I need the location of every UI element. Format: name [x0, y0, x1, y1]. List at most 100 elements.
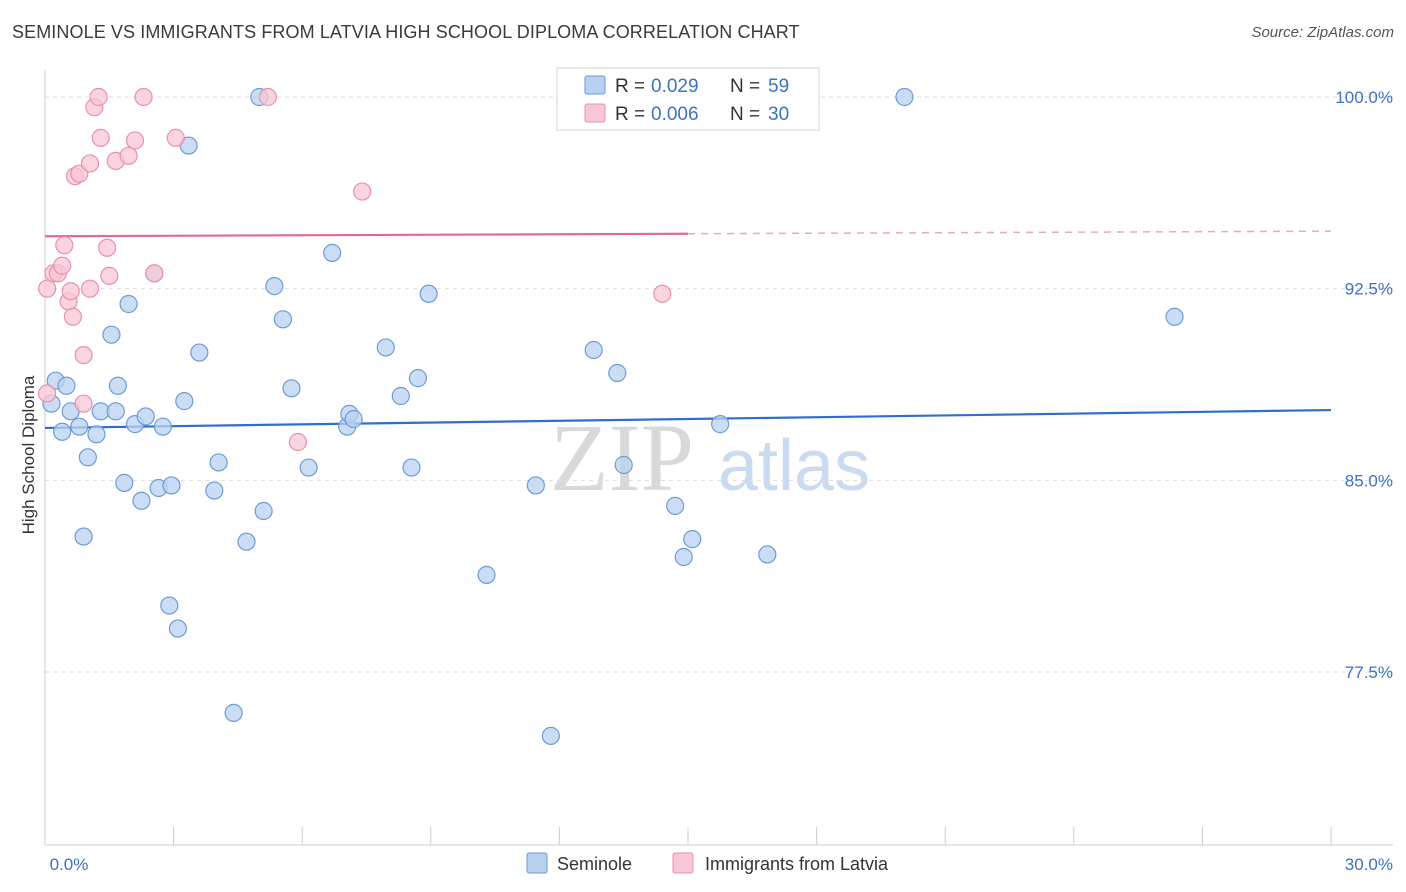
stats-latvia-r-label: R = — [615, 104, 645, 125]
latvia-point — [653, 284, 672, 303]
latvia-point — [74, 394, 93, 413]
latvia-point — [55, 236, 74, 255]
legend-latvia-label: Immigrants from Latvia — [705, 854, 889, 874]
seminole-point — [1165, 307, 1184, 326]
stats-latvia-n-label: N = — [730, 104, 760, 125]
latvia-point — [353, 182, 372, 201]
seminole-point — [175, 392, 194, 411]
seminole-point — [344, 409, 363, 429]
seminole-point — [205, 481, 224, 500]
seminole-point — [526, 476, 545, 495]
latvia-point — [98, 238, 117, 257]
latvia-point — [61, 282, 80, 301]
latvia-trend-line — [44, 232, 689, 238]
trend-lines — [44, 230, 1332, 430]
y-tick-label: 100.0% — [1335, 88, 1393, 107]
seminole-point — [87, 425, 106, 444]
data-points — [38, 87, 1184, 745]
y-axis-title: High School Diploma — [19, 375, 38, 534]
axes: 77.5% 85.0% 92.5% 100.0% 0.0% 30.0% — [44, 70, 1393, 874]
seminole-point — [541, 726, 560, 745]
seminole-point — [254, 501, 273, 521]
latvia-point — [145, 264, 164, 283]
latvia-point — [288, 432, 308, 452]
seminole-point — [209, 453, 228, 472]
y-tick-label: 85.0% — [1345, 471, 1393, 490]
seminole-point — [106, 402, 125, 421]
latvia-point — [134, 87, 153, 107]
seminole-point — [57, 376, 76, 395]
seminole-point — [376, 338, 395, 357]
stats-seminole-r-label: R = — [615, 76, 645, 97]
latvia-point — [119, 146, 138, 165]
latvia-point — [53, 256, 72, 275]
seminole-point — [237, 532, 256, 551]
latvia-point — [80, 154, 100, 173]
seminole-point — [168, 619, 187, 638]
seminole-point — [608, 363, 627, 383]
latvia-point — [63, 307, 82, 326]
latvia-point — [89, 87, 108, 107]
seminole-point — [153, 417, 172, 436]
seminole-point — [136, 407, 155, 426]
seminole-point — [614, 455, 633, 475]
grid-lines — [45, 96, 1393, 673]
seminole-point — [666, 496, 685, 515]
seminole-point — [78, 448, 97, 467]
seminole-point — [102, 325, 121, 344]
stats-seminole-n-label: N = — [730, 76, 760, 97]
stats-latvia-r-value: 0.006 — [651, 104, 699, 125]
latvia-point — [91, 128, 110, 147]
legend-seminole-swatch — [526, 852, 548, 874]
y-tick-label: 92.5% — [1345, 280, 1393, 299]
latvia-point — [38, 384, 57, 403]
seminole-point — [282, 379, 301, 398]
seminole-point — [674, 547, 693, 567]
seminole-point — [265, 277, 284, 296]
seminole-point — [477, 565, 496, 584]
stats-box: R = 0.029 N = 59 R = 0.006 N = 30 — [556, 67, 820, 131]
latvia-point — [38, 279, 57, 298]
seminole-point — [683, 530, 702, 549]
legend-latvia-swatch — [672, 852, 694, 874]
seminole-point — [402, 458, 421, 477]
stats-latvia-n-value: 30 — [768, 104, 789, 125]
seminole-point — [53, 422, 72, 441]
latvia-point — [100, 266, 119, 285]
seminole-point — [119, 294, 138, 314]
seminole-point — [758, 545, 777, 564]
stats-seminole-swatch — [584, 75, 606, 95]
chart-source: Source: ZipAtlas.com — [1251, 24, 1394, 41]
latvia-trend-line-extension — [687, 230, 1332, 235]
legend: Seminole Immigrants from Latvia — [526, 852, 889, 874]
seminole-point — [162, 476, 181, 495]
stats-latvia-swatch — [584, 103, 606, 123]
seminole-point — [895, 87, 914, 107]
legend-seminole-label: Seminole — [557, 854, 632, 874]
y-tick-label: 77.5% — [1345, 663, 1393, 682]
latvia-point — [166, 128, 185, 147]
chart-title: SEMINOLE VS IMMIGRANTS FROM LATVIA HIGH … — [12, 22, 800, 42]
latvia-point — [74, 346, 93, 365]
seminole-point — [419, 284, 438, 303]
latvia-point — [125, 131, 145, 150]
stats-seminole-n-value: 59 — [768, 76, 789, 97]
seminole-point — [584, 340, 603, 360]
seminole-point — [408, 369, 428, 388]
seminole-point — [108, 376, 127, 395]
seminole-point — [299, 458, 318, 477]
seminole-point — [115, 473, 134, 492]
seminole-point — [160, 596, 179, 615]
seminole-point — [323, 243, 342, 262]
latvia-point — [80, 279, 100, 298]
seminole-point — [74, 527, 93, 546]
seminole-point — [224, 703, 243, 722]
seminole-point — [190, 343, 209, 362]
seminole-point — [70, 417, 89, 436]
x-tick-label-min: 0.0% — [50, 855, 89, 874]
seminole-point — [391, 386, 410, 406]
seminole-point — [132, 491, 151, 510]
watermark-atlas: atlas — [718, 426, 870, 506]
x-tick-label-max: 30.0% — [1345, 855, 1393, 874]
